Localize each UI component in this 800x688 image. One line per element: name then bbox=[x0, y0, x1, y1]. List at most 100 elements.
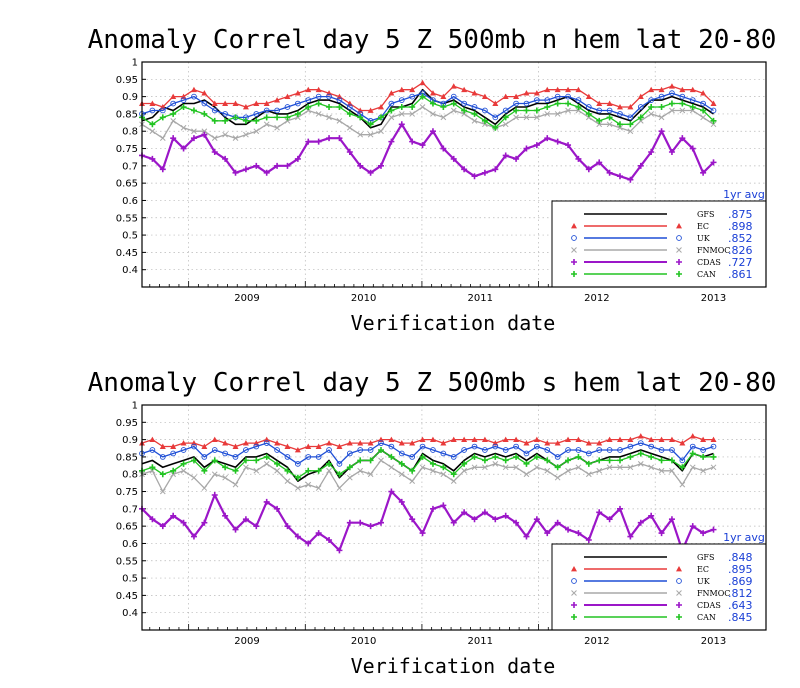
data-point bbox=[533, 107, 540, 114]
data-point bbox=[606, 169, 613, 176]
data-point bbox=[243, 464, 249, 471]
data-point bbox=[388, 436, 395, 443]
legend-marker bbox=[571, 590, 577, 596]
y-tick-label: 0.85 bbox=[116, 452, 138, 463]
data-point bbox=[710, 526, 717, 533]
data-point bbox=[190, 135, 197, 142]
data-point bbox=[637, 162, 644, 169]
data-point bbox=[606, 457, 613, 464]
data-point bbox=[700, 90, 707, 96]
data-point bbox=[461, 436, 468, 443]
data-point bbox=[222, 155, 229, 162]
legend-marker bbox=[571, 223, 577, 229]
data-point bbox=[274, 162, 281, 169]
data-point bbox=[502, 436, 509, 443]
data-point bbox=[544, 467, 551, 474]
data-point bbox=[232, 467, 239, 474]
data-point bbox=[409, 478, 416, 485]
data-point bbox=[357, 131, 364, 138]
data-point bbox=[668, 83, 675, 89]
data-point bbox=[471, 516, 478, 523]
data-point bbox=[544, 135, 551, 142]
y-tick-label: 0.5 bbox=[122, 574, 138, 585]
data-point bbox=[398, 97, 405, 103]
data-point bbox=[471, 436, 478, 443]
data-point bbox=[263, 169, 270, 176]
data-point bbox=[679, 107, 686, 114]
data-point bbox=[668, 457, 675, 464]
data-point bbox=[346, 440, 353, 446]
data-point bbox=[523, 460, 530, 467]
data-point bbox=[294, 110, 301, 117]
data-point bbox=[378, 440, 384, 446]
data-point bbox=[274, 124, 280, 131]
data-point bbox=[544, 97, 551, 103]
data-point bbox=[450, 478, 457, 485]
data-point bbox=[263, 460, 270, 467]
data-point bbox=[367, 523, 374, 530]
data-point bbox=[710, 464, 717, 471]
x-tick-label: 2012 bbox=[584, 636, 609, 647]
series-cdas bbox=[139, 121, 717, 183]
data-point bbox=[513, 114, 519, 121]
data-point bbox=[710, 436, 717, 443]
data-point bbox=[378, 457, 384, 464]
data-point bbox=[565, 93, 571, 100]
data-point bbox=[180, 97, 187, 103]
data-point bbox=[222, 117, 229, 124]
data-point bbox=[170, 467, 177, 474]
legend-average: .826 bbox=[728, 244, 753, 257]
data-point bbox=[336, 443, 343, 449]
data-point bbox=[326, 467, 332, 474]
data-point bbox=[191, 443, 197, 450]
data-point bbox=[658, 114, 665, 121]
data-point bbox=[357, 162, 364, 169]
legend-label: UK bbox=[697, 577, 711, 586]
data-point bbox=[398, 460, 405, 467]
series-line-fnmoc bbox=[141, 106, 714, 139]
data-point bbox=[710, 117, 717, 124]
data-point bbox=[253, 467, 260, 474]
data-point bbox=[513, 443, 519, 450]
legend-marker bbox=[676, 614, 682, 620]
data-point bbox=[450, 436, 457, 443]
data-point bbox=[679, 464, 686, 471]
legend-label: UK bbox=[697, 234, 711, 243]
data-point bbox=[284, 117, 291, 124]
data-point bbox=[232, 443, 239, 449]
data-point bbox=[565, 100, 572, 107]
data-point bbox=[222, 474, 228, 481]
data-point bbox=[149, 155, 156, 162]
data-point bbox=[409, 440, 416, 446]
data-point bbox=[544, 457, 551, 464]
data-point bbox=[554, 440, 561, 446]
data-point bbox=[648, 453, 655, 460]
data-point bbox=[398, 498, 405, 505]
series-gfs bbox=[141, 449, 714, 482]
data-point bbox=[565, 467, 571, 474]
data-point bbox=[295, 460, 301, 467]
data-point bbox=[648, 512, 655, 519]
data-point bbox=[565, 457, 572, 464]
legend-label: CDAS bbox=[697, 601, 721, 610]
data-point bbox=[295, 114, 301, 121]
data-point bbox=[523, 440, 530, 446]
x-tick-label: 2009 bbox=[234, 636, 259, 647]
data-point bbox=[710, 107, 717, 114]
data-point bbox=[544, 440, 551, 446]
data-point bbox=[284, 104, 291, 110]
x-axis-label: Verification date bbox=[351, 654, 556, 678]
data-point bbox=[429, 436, 436, 443]
data-point bbox=[627, 114, 634, 121]
x-tick-label: 2011 bbox=[468, 293, 493, 304]
data-point bbox=[471, 110, 478, 117]
data-point bbox=[159, 523, 166, 530]
legend-marker bbox=[571, 259, 577, 265]
data-point bbox=[232, 114, 239, 121]
series-line-gfs bbox=[141, 88, 714, 129]
data-point bbox=[450, 107, 457, 114]
data-point bbox=[700, 467, 706, 474]
data-point bbox=[419, 443, 426, 450]
legend-label: EC bbox=[697, 222, 709, 231]
